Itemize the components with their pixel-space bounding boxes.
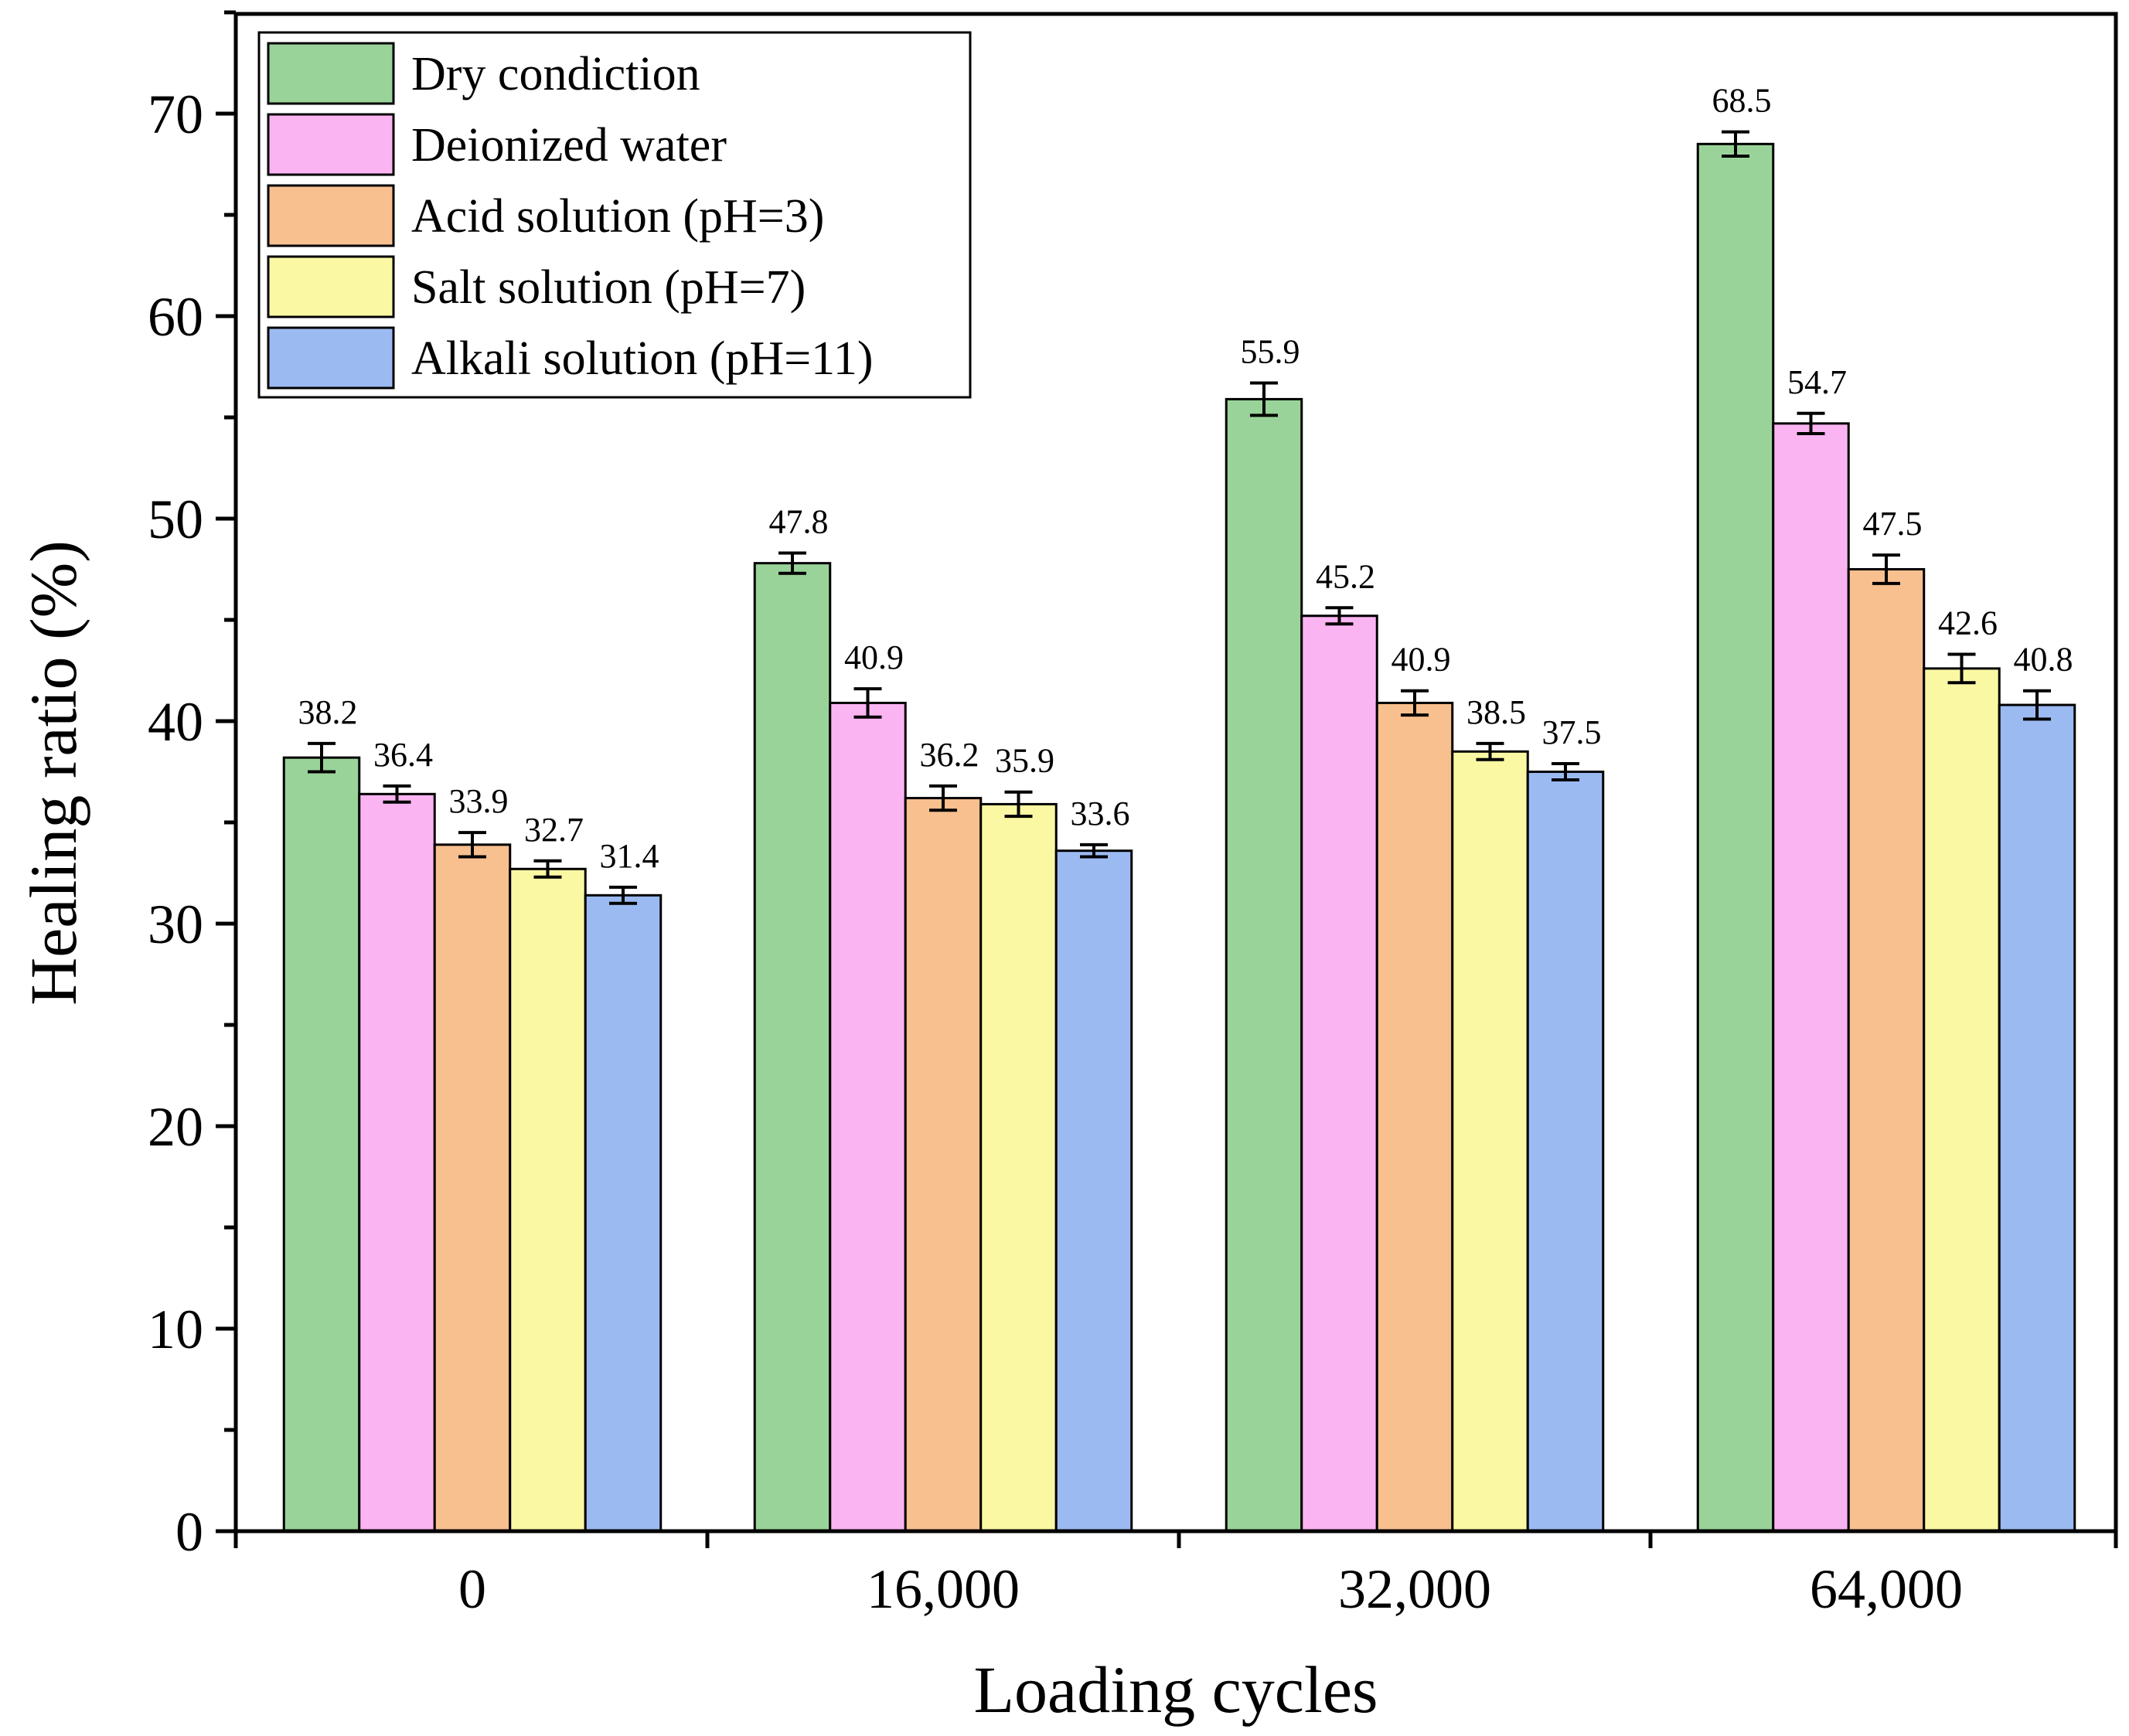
bar-1-4 xyxy=(1696,142,1775,1533)
bar-2-3 xyxy=(1300,614,1378,1533)
bar-5-4 xyxy=(1998,703,2076,1533)
data-label-5-2: 33.6 xyxy=(1071,795,1130,832)
data-label-5-3: 37.5 xyxy=(1542,713,1602,751)
data-label-1-2: 47.8 xyxy=(769,503,829,541)
bar-2-4 xyxy=(1772,422,1850,1533)
error-bar-4-4 xyxy=(1947,652,1976,685)
y-tick-label: 20 xyxy=(148,1096,203,1158)
y-tick-label: 70 xyxy=(148,83,203,145)
data-label-1-1: 38.2 xyxy=(298,693,358,731)
error-bar-4-2 xyxy=(1004,790,1033,819)
error-bar-4-1 xyxy=(533,859,562,879)
legend-label-5: Alkali solution (pH=11) xyxy=(411,332,874,385)
x-tick-label-4: 64,000 xyxy=(1810,1558,1963,1620)
error-bar-2-4 xyxy=(1797,411,1825,435)
error-bar-1-4 xyxy=(1722,130,1749,158)
y-tick-label: 0 xyxy=(175,1501,203,1563)
y-tick-label: 60 xyxy=(148,286,203,348)
error-bar-4-3 xyxy=(1476,741,1504,761)
legend-swatch-2 xyxy=(267,113,395,176)
data-label-4-4: 42.6 xyxy=(1938,604,1998,642)
data-label-1-4: 68.5 xyxy=(1712,82,1772,120)
legend-label-3: Acid solution (pH=3) xyxy=(411,190,824,243)
plot-frame xyxy=(233,12,2118,1533)
axis-ticks-layer: 0 10 20 30 40 50 60 70 0 16,000 32,000 64,000 xyxy=(148,10,2118,1620)
bars-layer xyxy=(282,142,2076,1533)
legend-items: Dry condiction Deionized water Acid soluti… xyxy=(267,42,874,390)
error-bar-5-3 xyxy=(1552,762,1579,781)
legend: Dry condiction Deionized water Acid soluti… xyxy=(257,31,972,399)
error-bar-5-2 xyxy=(1080,842,1108,859)
bar-3-3 xyxy=(1375,701,1454,1533)
bar-1-1 xyxy=(282,756,361,1533)
error-bar-1-1 xyxy=(308,741,336,774)
data-label-4-3: 38.5 xyxy=(1466,693,1526,731)
error-bar-5-4 xyxy=(2023,689,2051,721)
bar-3-2 xyxy=(904,797,983,1533)
legend-swatch-1 xyxy=(267,42,395,105)
data-label-5-4: 40.8 xyxy=(2014,641,2073,679)
data-label-5-1: 31.4 xyxy=(600,837,659,875)
x-axis-title: Loading cycles xyxy=(974,1653,1378,1727)
y-axis-title: Healing ratio (%) xyxy=(16,540,90,1006)
error-bar-3-2 xyxy=(929,784,957,812)
bar-1-2 xyxy=(753,562,832,1533)
data-label-1-3: 55.9 xyxy=(1241,332,1300,370)
bar-3-4 xyxy=(1847,568,1926,1533)
data-label-4-1: 32.7 xyxy=(524,811,584,849)
x-tick-label-3: 32,000 xyxy=(1338,1558,1491,1620)
y-tick-label: 50 xyxy=(148,488,203,550)
data-label-2-2: 40.9 xyxy=(844,638,904,676)
data-label-3-4: 47.5 xyxy=(1863,505,1923,543)
data-label-4-2: 35.9 xyxy=(995,742,1054,780)
data-label-2-1: 36.4 xyxy=(373,736,433,774)
bar-2-1 xyxy=(358,792,436,1533)
bar-4-2 xyxy=(979,802,1058,1533)
error-bar-2-2 xyxy=(853,687,882,719)
error-bar-2-1 xyxy=(383,784,411,804)
error-bar-1-2 xyxy=(778,551,806,575)
legend-swatch-4 xyxy=(267,255,395,318)
y-tick-label: 40 xyxy=(148,691,203,753)
error-bar-3-4 xyxy=(1872,553,1900,585)
legend-label-2: Deionized water xyxy=(411,119,727,172)
legend-label-4: Salt solution (pH=7) xyxy=(411,261,806,314)
legend-swatch-5 xyxy=(267,326,395,390)
data-label-3-3: 40.9 xyxy=(1392,641,1451,679)
y-tick-label: 10 xyxy=(148,1299,203,1360)
bar-4-3 xyxy=(1451,750,1529,1533)
bar-5-1 xyxy=(584,894,663,1533)
error-bar-5-1 xyxy=(609,885,637,905)
legend-label-1: Dry condiction xyxy=(411,48,700,100)
error-bars-layer xyxy=(308,130,2051,905)
bar-3-1 xyxy=(433,843,512,1533)
data-label-2-3: 45.2 xyxy=(1316,557,1375,595)
error-bar-3-3 xyxy=(1401,689,1429,717)
y-tick-label: 30 xyxy=(148,894,203,955)
data-label-3-2: 36.2 xyxy=(920,736,979,774)
data-label-3-1: 33.9 xyxy=(449,782,509,820)
bar-5-3 xyxy=(1526,771,1605,1533)
legend-swatch-3 xyxy=(267,184,395,247)
data-label-2-4: 54.7 xyxy=(1787,363,1847,401)
x-tick-label-1: 0 xyxy=(458,1558,486,1620)
bar-1-3 xyxy=(1225,397,1303,1533)
bar-4-4 xyxy=(1923,667,2001,1533)
data-labels-layer: 38.2 36.4 33.9 32.7 31.4 47.8 40.9 36.2 35.9 33.6… xyxy=(298,82,2073,875)
x-tick-label-2: 16,000 xyxy=(867,1558,1020,1620)
error-bar-2-3 xyxy=(1325,606,1354,626)
error-bar-3-1 xyxy=(458,831,486,859)
error-bar-1-3 xyxy=(1250,381,1278,417)
bar-5-2 xyxy=(1054,849,1133,1533)
bar-4-1 xyxy=(509,867,587,1533)
bar-2-2 xyxy=(829,701,907,1533)
